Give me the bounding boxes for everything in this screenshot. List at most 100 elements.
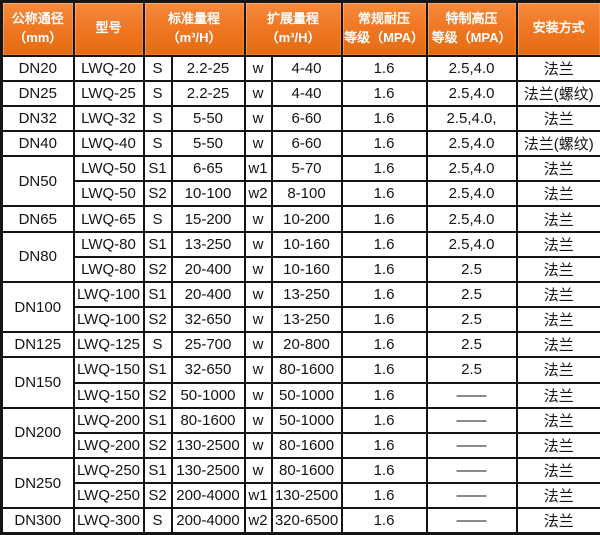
cell-model: LWQ-200 bbox=[72, 406, 145, 434]
cell-standard-range: 20-400 bbox=[170, 280, 246, 309]
table-row: DN300 LWQ-300 S 200-4000 w2 320-6500 1.6 —— 法兰 bbox=[0, 507, 600, 535]
header-sublabel: 等级（MPA） bbox=[344, 29, 424, 45]
table-row: DN40 LWQ-40 S 5-50 w 6-60 1.6 2.5,4.0 法兰(螺纹) bbox=[0, 129, 600, 158]
cell-special-pressure: —— bbox=[425, 381, 518, 409]
cell-regular-pressure: 1.6 bbox=[340, 331, 428, 359]
cell-extended-code: w bbox=[243, 306, 273, 334]
cell-installation: 法兰 bbox=[515, 306, 600, 334]
col-header-standard-range: 标准量程 （m³/H） bbox=[142, 0, 246, 57]
cell-standard-code: S bbox=[142, 129, 173, 158]
cell-nominal-diameter: DN40 bbox=[0, 129, 75, 158]
cell-standard-code: S2 bbox=[142, 482, 173, 510]
cell-standard-code: S1 bbox=[142, 230, 173, 258]
cell-installation: 法兰 bbox=[515, 381, 600, 409]
table-row: LWQ-100 S2 32-650 w 13-250 1.6 2.5 法兰 bbox=[2, 306, 600, 334]
cell-model: LWQ-25 bbox=[72, 79, 145, 107]
cell-installation: 法兰 bbox=[515, 104, 600, 132]
cell-model: LWQ-300 bbox=[72, 507, 145, 535]
cell-regular-pressure: 1.6 bbox=[340, 381, 428, 409]
cell-extended-range: 50-1000 bbox=[270, 406, 343, 434]
cell-regular-pressure: 1.6 bbox=[340, 205, 428, 233]
cell-regular-pressure: 1.6 bbox=[340, 280, 428, 309]
cell-standard-code: S1 bbox=[142, 456, 173, 485]
cell-model: LWQ-80 bbox=[72, 230, 145, 258]
cell-nominal-diameter: DN80 bbox=[0, 230, 75, 283]
cell-installation: 法兰 bbox=[515, 456, 600, 485]
cell-special-pressure: 2.5,4.0 bbox=[425, 155, 518, 183]
cell-special-pressure: 2.5,4.0 bbox=[425, 129, 518, 158]
table-row: LWQ-250 S2 200-4000 w1 130-2500 1.6 —— 法兰 bbox=[2, 482, 600, 510]
cell-standard-code: S bbox=[142, 507, 173, 535]
cell-model: LWQ-250 bbox=[72, 456, 145, 485]
cell-standard-range: 5-50 bbox=[170, 104, 246, 132]
cell-standard-range: 130-2500 bbox=[170, 431, 246, 460]
col-header-regular-pressure: 常规耐压 等级（MPA） bbox=[340, 0, 428, 57]
cell-standard-range: 5-50 bbox=[170, 129, 246, 158]
cell-standard-code: S1 bbox=[142, 280, 173, 309]
cell-installation: 法兰 bbox=[515, 205, 600, 233]
cell-installation: 法兰 bbox=[515, 331, 600, 359]
table-row: DN20 LWQ-20 S 2.2-25 w 4-40 1.6 2.5,4.0 法兰 bbox=[0, 54, 600, 82]
cell-standard-code: S2 bbox=[142, 381, 173, 409]
cell-model: LWQ-50 bbox=[72, 155, 145, 183]
cell-extended-range: 20-800 bbox=[270, 331, 343, 359]
cell-special-pressure: 2.5,4.0 bbox=[425, 54, 518, 82]
cell-standard-code: S2 bbox=[142, 180, 173, 208]
cell-extended-range: 8-100 bbox=[270, 180, 343, 208]
cell-extended-range: 10-200 bbox=[270, 205, 343, 233]
cell-standard-code: S2 bbox=[142, 255, 173, 283]
header-label: 安装方式 bbox=[532, 20, 585, 36]
cell-standard-code: S bbox=[142, 331, 173, 359]
cell-model: LWQ-65 bbox=[72, 205, 145, 233]
cell-standard-range: 10-100 bbox=[170, 180, 246, 208]
cell-installation: 法兰 bbox=[515, 255, 600, 283]
cell-standard-range: 130-2500 bbox=[170, 456, 246, 485]
col-header-special-pressure: 特制高压 等级（MPA） bbox=[425, 0, 518, 57]
header-label: 公称通径 bbox=[11, 10, 64, 26]
cell-extended-range: 10-160 bbox=[270, 230, 343, 258]
header-label: 特制高压 bbox=[445, 10, 498, 26]
cell-installation: 法兰 bbox=[515, 482, 600, 510]
cell-regular-pressure: 1.6 bbox=[340, 104, 428, 132]
spec-table-header: 公称通径 （mm） 型号 标准量程 （m³/H） 扩展量程 （m³/H） 常规耐… bbox=[0, 0, 600, 57]
cell-regular-pressure: 1.6 bbox=[340, 180, 428, 208]
cell-nominal-diameter: DN125 bbox=[0, 331, 75, 359]
cell-special-pressure: 2.5,4.0 bbox=[425, 79, 518, 107]
cell-extended-range: 13-250 bbox=[270, 280, 343, 309]
cell-standard-code: S1 bbox=[142, 406, 173, 434]
table-row: DN65 LWQ-65 S 15-200 w 10-200 1.6 2.5,4.0 法兰 bbox=[0, 205, 600, 233]
cell-nominal-diameter: DN200 bbox=[0, 406, 75, 460]
cell-nominal-diameter: DN150 bbox=[0, 356, 75, 409]
cell-standard-range: 2.2-25 bbox=[170, 79, 246, 107]
cell-regular-pressure: 1.6 bbox=[340, 306, 428, 334]
cell-model: LWQ-200 bbox=[72, 431, 145, 460]
table-row: DN80 LWQ-80 S1 13-250 w 10-160 1.6 2.5,4.0 法兰 bbox=[0, 230, 600, 283]
cell-nominal-diameter: DN32 bbox=[0, 104, 75, 132]
cell-standard-range: 80-1600 bbox=[170, 406, 246, 434]
cell-regular-pressure: 1.6 bbox=[340, 456, 428, 485]
cell-extended-code: w bbox=[243, 129, 273, 158]
cell-model: LWQ-150 bbox=[72, 356, 145, 384]
cell-extended-range: 320-6500 bbox=[270, 507, 343, 535]
cell-standard-code: S1 bbox=[142, 356, 173, 384]
header-sublabel: （m³/H） bbox=[265, 29, 321, 45]
cell-regular-pressure: 1.6 bbox=[340, 356, 428, 384]
cell-nominal-diameter: DN65 bbox=[0, 205, 75, 233]
col-header-nominal-diameter: 公称通径 （mm） bbox=[0, 0, 75, 57]
cell-standard-range: 20-400 bbox=[170, 255, 246, 283]
cell-special-pressure: 2.5,4.0 bbox=[425, 230, 518, 258]
cell-extended-range: 4-40 bbox=[270, 54, 343, 82]
table-row: DN200 LWQ-200 S1 80-1600 w 50-1000 1.6 —— 法兰 bbox=[0, 406, 600, 460]
cell-nominal-diameter: DN250 bbox=[0, 456, 75, 510]
cell-installation: 法兰 bbox=[515, 280, 600, 309]
cell-extended-range: 80-1600 bbox=[270, 456, 343, 485]
cell-special-pressure: 2.5,4.0 bbox=[425, 205, 518, 233]
cell-extended-code: w bbox=[243, 431, 273, 460]
cell-special-pressure: —— bbox=[425, 507, 518, 535]
col-header-extended-range: 扩展量程 （m³/H） bbox=[243, 0, 343, 57]
cell-model: LWQ-40 bbox=[72, 129, 145, 158]
col-header-model: 型号 bbox=[72, 0, 145, 57]
cell-extended-code: w bbox=[243, 456, 273, 485]
cell-extended-code: w2 bbox=[243, 180, 273, 208]
